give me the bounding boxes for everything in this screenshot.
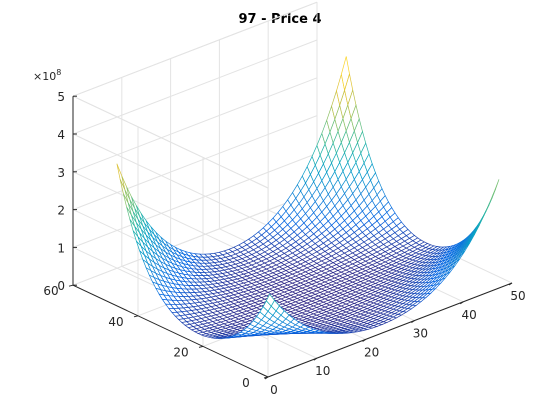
x-tick-mark bbox=[411, 320, 415, 324]
x-tick-label: 30 bbox=[413, 327, 428, 341]
back-wall-gridline bbox=[72, 190, 318, 286]
x-tick-label: 10 bbox=[315, 364, 330, 378]
back-wall-gridline bbox=[72, 77, 318, 173]
x-tick-label: 50 bbox=[510, 289, 525, 303]
chart-title: 97 - Price 4 bbox=[238, 12, 321, 27]
box-edge bbox=[72, 1, 318, 97]
side-wall-gridline bbox=[72, 133, 269, 227]
x-tick-label: 40 bbox=[462, 308, 477, 322]
y-tick-label: 60 bbox=[43, 284, 58, 298]
z-tick-label: 3 bbox=[57, 166, 65, 180]
box-edge bbox=[72, 95, 269, 189]
z-tick-label: 2 bbox=[57, 204, 65, 218]
y-tick-mark bbox=[198, 345, 204, 348]
back-wall-gridline bbox=[72, 39, 318, 135]
x-tick-label: 20 bbox=[364, 345, 379, 359]
x-tick-mark bbox=[459, 301, 464, 305]
x-axis-line bbox=[267, 282, 513, 378]
y-tick-label: 0 bbox=[242, 376, 250, 390]
z-tick-label: 4 bbox=[57, 128, 65, 142]
surface-mesh bbox=[116, 56, 500, 339]
y-tick-mark bbox=[133, 315, 139, 318]
back-wall-gridline bbox=[72, 115, 318, 211]
y-tick-label: 20 bbox=[173, 345, 188, 359]
y-tick-mark bbox=[68, 284, 74, 287]
x-tick-mark bbox=[508, 282, 513, 286]
x-tick-label: 0 bbox=[270, 383, 278, 397]
y-tick-label: 40 bbox=[108, 315, 123, 329]
z-tick-label: 0 bbox=[57, 279, 65, 293]
y-tick-mark bbox=[263, 376, 269, 379]
surface-cell bbox=[490, 179, 500, 201]
z-exponent-label: ×108 bbox=[33, 68, 61, 83]
x-tick-mark bbox=[313, 357, 318, 361]
z-tick-label: 1 bbox=[57, 241, 65, 255]
z-tick-label: 5 bbox=[57, 90, 65, 104]
y-axis-line bbox=[72, 284, 269, 378]
back-wall-gridline bbox=[72, 152, 318, 248]
x-tick-mark bbox=[362, 338, 366, 342]
